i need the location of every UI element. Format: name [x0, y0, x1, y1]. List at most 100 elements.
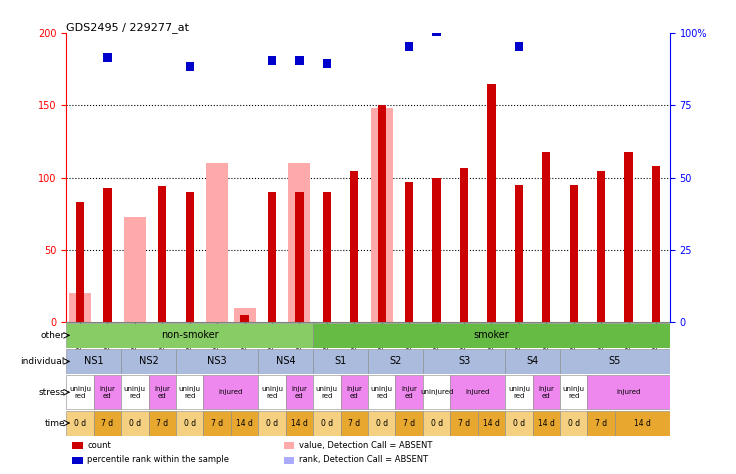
Bar — [322, 59, 331, 68]
Bar — [597, 171, 605, 322]
Bar — [268, 56, 276, 65]
Text: rank, Detection Call = ABSENT: rank, Detection Call = ABSENT — [299, 456, 428, 465]
Bar — [505, 410, 533, 436]
Bar — [176, 349, 258, 374]
Text: S4: S4 — [526, 356, 539, 366]
Text: injur
ed: injur ed — [347, 386, 362, 399]
Text: 0 d: 0 d — [431, 419, 442, 428]
Bar — [158, 186, 166, 322]
Bar — [93, 410, 121, 436]
Bar — [76, 212, 84, 322]
Text: 14 d: 14 d — [291, 419, 308, 428]
Bar — [268, 192, 276, 322]
Bar — [371, 109, 393, 322]
Bar — [560, 375, 587, 409]
Text: uninju
red: uninju red — [69, 386, 91, 399]
Text: 7 d: 7 d — [102, 419, 113, 428]
Bar — [185, 192, 194, 322]
Text: uninjured: uninjured — [420, 389, 453, 395]
Text: 7 d: 7 d — [156, 419, 169, 428]
Text: uninju
red: uninju red — [316, 386, 338, 399]
Text: 14 d: 14 d — [236, 419, 253, 428]
Bar — [368, 375, 395, 409]
Bar — [533, 410, 560, 436]
Bar — [66, 410, 93, 436]
Bar — [72, 456, 83, 464]
Text: 7 d: 7 d — [403, 419, 415, 428]
Bar — [505, 349, 560, 374]
Bar — [283, 456, 294, 464]
Bar — [66, 349, 121, 374]
Text: 0 d: 0 d — [129, 419, 141, 428]
Bar — [597, 10, 605, 19]
Bar — [241, 315, 249, 322]
Bar — [433, 178, 441, 322]
Bar — [295, 192, 303, 322]
Bar — [313, 349, 368, 374]
Bar — [149, 410, 176, 436]
Text: injur
ed: injur ed — [291, 386, 308, 399]
Bar — [103, 188, 112, 322]
Bar — [478, 410, 505, 436]
Bar — [350, 171, 358, 322]
Text: 0 d: 0 d — [266, 419, 278, 428]
Text: NS2: NS2 — [138, 356, 158, 366]
Bar — [625, 152, 633, 322]
Bar — [652, 166, 660, 322]
Text: uninju
red: uninju red — [563, 386, 584, 399]
Text: 7 d: 7 d — [211, 419, 223, 428]
Bar — [350, 16, 358, 25]
Text: 0 d: 0 d — [183, 419, 196, 428]
Bar — [206, 163, 228, 322]
Text: injured: injured — [466, 389, 490, 395]
Bar — [231, 410, 258, 436]
Bar — [69, 293, 91, 322]
Bar — [652, 10, 660, 19]
Text: 7 d: 7 d — [348, 419, 361, 428]
Bar — [176, 410, 203, 436]
Text: count: count — [88, 441, 111, 450]
Bar — [395, 410, 423, 436]
Text: 0 d: 0 d — [567, 419, 580, 428]
Text: uninju
red: uninju red — [371, 386, 393, 399]
Bar — [313, 375, 341, 409]
Bar — [203, 410, 231, 436]
Text: individual: individual — [21, 357, 65, 366]
Bar — [505, 375, 533, 409]
Bar — [103, 54, 112, 62]
Bar — [121, 410, 149, 436]
Bar — [176, 375, 203, 409]
Bar — [587, 410, 615, 436]
Text: NS4: NS4 — [276, 356, 296, 366]
Bar — [66, 375, 93, 409]
Bar — [283, 442, 294, 449]
Bar — [405, 182, 414, 322]
Bar — [433, 27, 441, 36]
Text: uninju
red: uninju red — [179, 386, 201, 399]
Text: uninju
red: uninju red — [261, 386, 283, 399]
Bar — [368, 349, 423, 374]
Text: NS1: NS1 — [84, 356, 104, 366]
Bar — [450, 410, 478, 436]
Text: 0 d: 0 d — [375, 419, 388, 428]
Bar — [289, 163, 311, 322]
Bar — [76, 202, 84, 322]
Text: value, Detection Call = ABSENT: value, Detection Call = ABSENT — [299, 441, 432, 450]
Text: GDS2495 / 229277_at: GDS2495 / 229277_at — [66, 22, 189, 33]
Text: percentile rank within the sample: percentile rank within the sample — [88, 456, 230, 465]
Bar — [72, 442, 83, 449]
Bar — [587, 375, 670, 409]
Bar — [93, 375, 121, 409]
Bar — [460, 10, 468, 19]
Text: 0 d: 0 d — [74, 419, 86, 428]
Text: 7 d: 7 d — [595, 419, 607, 428]
Bar — [341, 410, 368, 436]
Text: time: time — [44, 419, 65, 428]
Bar — [405, 42, 414, 51]
Text: S3: S3 — [458, 356, 470, 366]
Bar — [423, 410, 450, 436]
Bar — [203, 375, 258, 409]
Bar — [66, 323, 313, 348]
Text: 0 d: 0 d — [321, 419, 333, 428]
Bar — [121, 349, 176, 374]
